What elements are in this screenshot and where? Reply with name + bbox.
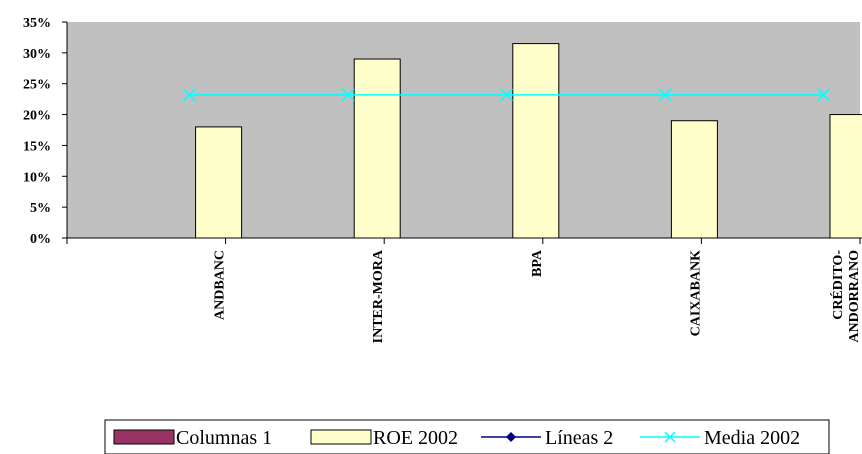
y-tick-label: 5% (30, 201, 51, 216)
y-tick-label: 20% (23, 109, 51, 124)
y-tick-label: 25% (23, 78, 51, 93)
bar-roe-2002 (670, 120, 718, 239)
legend-label-media-2002: Media 2002 (704, 427, 800, 449)
legend-swatch-roe-2002 (310, 429, 372, 445)
bar-roe-2002 (353, 58, 401, 239)
y-tick-label: 35% (23, 16, 51, 31)
legend-marker-media-2002 (664, 431, 676, 443)
x-ticks (66, 238, 861, 244)
category-label: INTER-MORA (371, 249, 386, 343)
legend-marker-lineas-2 (506, 432, 516, 442)
legend-label-roe-2002: ROE 2002 (373, 427, 458, 449)
category-label: BPA (530, 249, 545, 277)
marker-media-2002 (341, 88, 355, 102)
legend: Columnas 1 ROE 2002 Líneas 2 Media 2002 (104, 419, 830, 454)
mean-line (182, 88, 831, 102)
marker-media-2002 (658, 88, 672, 102)
marker-media-2002 (182, 88, 196, 102)
legend-label-columnas-1: Columnas 1 (176, 427, 272, 449)
legend-swatch-columnas-1 (113, 429, 175, 445)
bar-roe-2002 (195, 126, 243, 239)
y-tick-label: 15% (23, 139, 51, 154)
bar-roe-2002 (829, 114, 862, 239)
category-label: ANDBANC (213, 250, 228, 320)
y-tick-label: 0% (30, 232, 51, 247)
y-tick-label: 10% (23, 170, 51, 185)
category-label: CRÉDITO-ANDORRANO (829, 250, 862, 343)
legend-box (104, 419, 830, 454)
category-label: CAIXABANK (688, 250, 703, 336)
marker-media-2002 (499, 88, 514, 102)
bars (195, 43, 862, 239)
y-tick-label: 30% (23, 47, 51, 62)
legend-label-lineas-2: Líneas 2 (545, 427, 613, 449)
bar-roe-2002 (512, 43, 560, 239)
category-labels: ANDBANC INTER-MORA BPA CAIXABANK CRÉDITO-AND… (213, 249, 862, 343)
plot-area (67, 22, 860, 238)
marker-media-2002 (817, 88, 831, 102)
y-ticks: 0% 5% 10% 15% 20% 25% 30% 35% (23, 16, 67, 247)
